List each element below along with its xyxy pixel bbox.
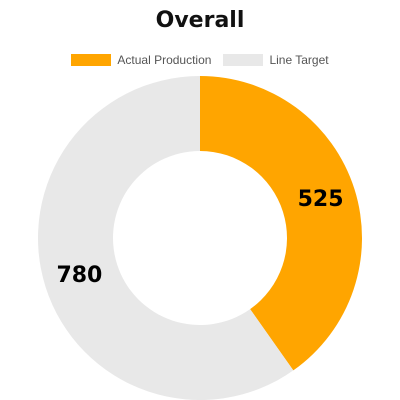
legend-label-actual-production: Actual Production	[117, 53, 212, 67]
legend-swatch-line-target	[223, 54, 264, 66]
slice-value-label-line-target: 780	[56, 263, 102, 288]
slice-value-label-actual-production: 525	[298, 187, 344, 212]
chart-title: Overall	[155, 8, 245, 33]
donut-slice-actual-production[interactable]	[200, 76, 362, 371]
chart-legend: Actual Production Line Target	[0, 53, 400, 67]
donut-slice-line-target[interactable]	[38, 76, 294, 400]
donut-slices	[38, 76, 362, 400]
legend-item-line-target[interactable]: Line Target	[223, 53, 329, 67]
legend-item-actual-production[interactable]: Actual Production	[71, 53, 211, 67]
donut-labels: 525 780	[56, 187, 343, 288]
legend-swatch-actual-production	[71, 54, 112, 66]
legend-label-line-target: Line Target	[269, 53, 329, 67]
